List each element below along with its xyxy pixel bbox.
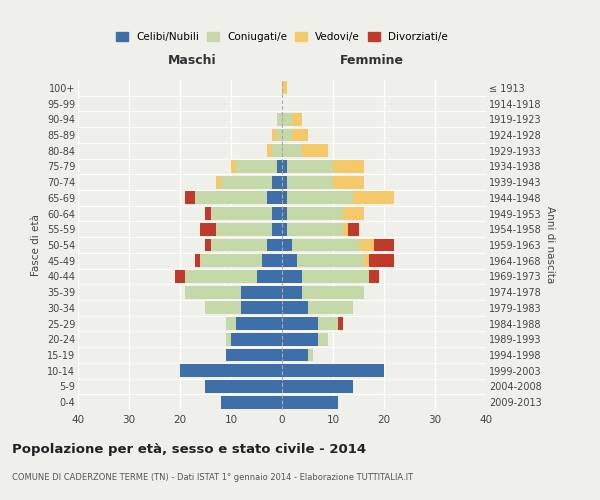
Bar (231, 333, 282, 345)
Bar (302, 270, 369, 283)
Bar (185, 270, 257, 283)
Bar (287, 176, 333, 188)
Bar (267, 238, 282, 252)
Bar (196, 254, 200, 267)
Bar (272, 128, 277, 141)
Bar (226, 348, 282, 362)
Bar (216, 176, 221, 188)
Bar (206, 238, 211, 252)
Bar (211, 238, 267, 252)
Bar (226, 317, 236, 330)
Bar (338, 317, 343, 330)
Bar (282, 113, 292, 126)
Bar (369, 270, 379, 283)
Bar (272, 176, 282, 188)
Bar (282, 82, 287, 94)
Bar (369, 254, 394, 267)
Bar (292, 238, 359, 252)
Bar (374, 238, 394, 252)
Bar (364, 254, 369, 267)
Bar (277, 160, 282, 173)
Bar (221, 396, 282, 408)
Bar (180, 364, 282, 377)
Bar (282, 254, 298, 267)
Bar (343, 223, 349, 235)
Bar (302, 286, 364, 298)
Bar (282, 302, 308, 314)
Bar (226, 333, 231, 345)
Bar (282, 364, 384, 377)
Bar (282, 238, 292, 252)
Bar (282, 270, 302, 283)
Bar (282, 176, 287, 188)
Y-axis label: Anni di nascita: Anni di nascita (545, 206, 556, 284)
Bar (282, 380, 353, 393)
Bar (257, 270, 282, 283)
Bar (282, 160, 287, 173)
Bar (196, 192, 267, 204)
Bar (349, 223, 359, 235)
Bar (287, 160, 333, 173)
Bar (262, 254, 282, 267)
Bar (267, 144, 272, 157)
Bar (272, 223, 282, 235)
Text: Maschi: Maschi (168, 54, 217, 67)
Bar (206, 207, 211, 220)
Bar (333, 176, 364, 188)
Bar (282, 128, 292, 141)
Bar (282, 348, 308, 362)
Bar (282, 396, 338, 408)
Bar (200, 254, 262, 267)
Bar (359, 238, 374, 252)
Legend: Celibi/Nubili, Coniugati/e, Vedovi/e, Divorziati/e: Celibi/Nubili, Coniugati/e, Vedovi/e, Di… (116, 32, 448, 42)
Bar (292, 128, 308, 141)
Bar (267, 192, 282, 204)
Bar (236, 317, 282, 330)
Bar (272, 144, 282, 157)
Bar (231, 160, 236, 173)
Text: COMUNE DI CADERZONE TERME (TN) - Dati ISTAT 1° gennaio 2014 - Elaborazione TUTTI: COMUNE DI CADERZONE TERME (TN) - Dati IS… (12, 472, 413, 482)
Bar (272, 207, 282, 220)
Bar (206, 302, 241, 314)
Bar (308, 348, 313, 362)
Bar (185, 286, 241, 298)
Y-axis label: Fasce di età: Fasce di età (31, 214, 41, 276)
Text: Femmine: Femmine (340, 54, 404, 67)
Bar (318, 317, 338, 330)
Bar (287, 207, 343, 220)
Bar (282, 207, 287, 220)
Bar (282, 192, 287, 204)
Bar (206, 380, 282, 393)
Bar (211, 207, 272, 220)
Bar (282, 286, 302, 298)
Bar (282, 333, 318, 345)
Bar (282, 223, 287, 235)
Bar (308, 302, 353, 314)
Bar (298, 254, 364, 267)
Bar (185, 192, 196, 204)
Bar (175, 270, 185, 283)
Text: Popolazione per età, sesso e stato civile - 2014: Popolazione per età, sesso e stato civil… (12, 442, 366, 456)
Bar (277, 128, 282, 141)
Bar (282, 317, 318, 330)
Bar (241, 302, 282, 314)
Bar (277, 113, 282, 126)
Bar (353, 192, 394, 204)
Bar (216, 223, 272, 235)
Bar (292, 113, 302, 126)
Bar (333, 160, 364, 173)
Bar (282, 144, 302, 157)
Bar (302, 144, 328, 157)
Bar (287, 192, 353, 204)
Bar (343, 207, 364, 220)
Bar (221, 176, 272, 188)
Bar (200, 223, 216, 235)
Bar (318, 333, 328, 345)
Bar (241, 286, 282, 298)
Bar (287, 223, 343, 235)
Bar (236, 160, 277, 173)
